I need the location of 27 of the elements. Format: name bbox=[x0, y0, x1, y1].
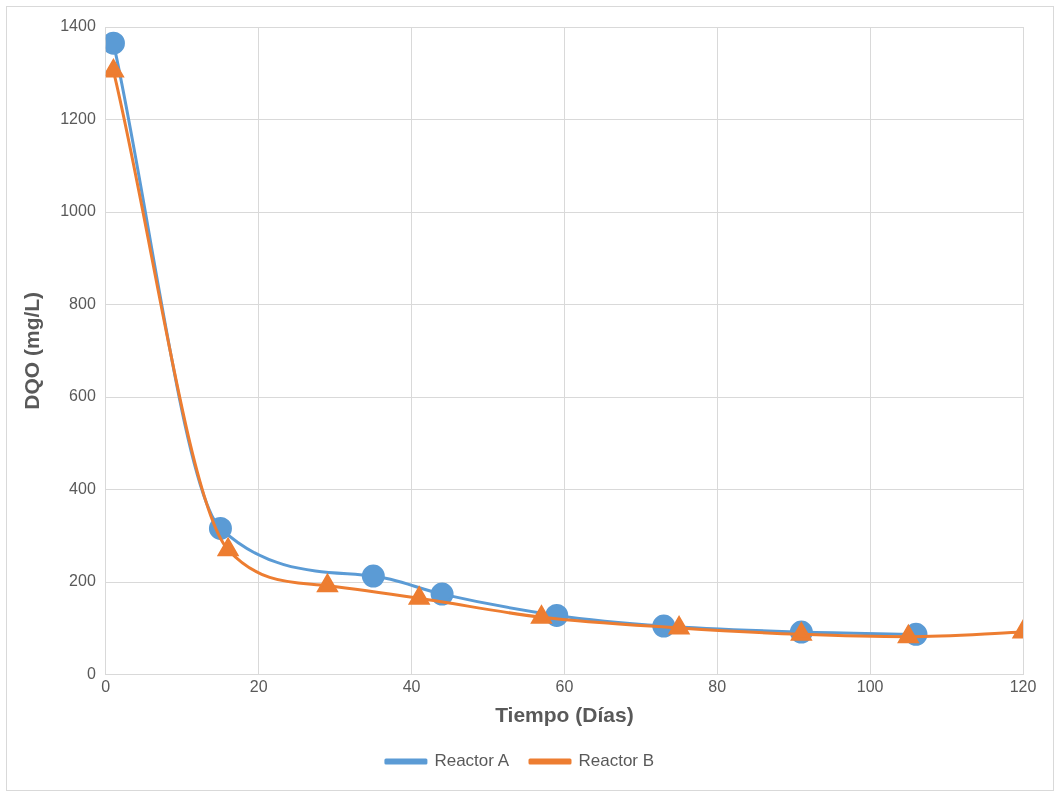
x-axis-title: Tiempo (Días) bbox=[495, 703, 634, 727]
point bbox=[531, 605, 552, 624]
y-axis-title: DQO (mg/L) bbox=[20, 291, 44, 410]
x-tick-label: 0 bbox=[101, 677, 111, 695]
point bbox=[361, 564, 385, 588]
x-tick-label: 100 bbox=[856, 677, 884, 695]
y-tick-label: 200 bbox=[69, 572, 96, 590]
x-tick-label: 60 bbox=[555, 677, 574, 695]
point bbox=[105, 59, 124, 78]
x-tick-label: 40 bbox=[402, 677, 421, 695]
x-tick-label: 20 bbox=[249, 677, 268, 695]
y-tick-label: 1000 bbox=[60, 202, 96, 220]
point bbox=[317, 574, 338, 593]
point bbox=[409, 586, 430, 605]
point bbox=[898, 625, 919, 644]
x-tick-label: 120 bbox=[1009, 677, 1037, 695]
y-tick-label: 800 bbox=[69, 294, 96, 312]
y-tick-label: 600 bbox=[69, 387, 96, 405]
point bbox=[668, 616, 690, 635]
y-tick-label: 1200 bbox=[60, 109, 96, 127]
y-tick-label: 0 bbox=[86, 665, 96, 683]
y-tick-label: 400 bbox=[69, 479, 96, 497]
legend-label: Reactor B bbox=[578, 751, 655, 771]
y-tick-label: 1400 bbox=[60, 17, 96, 35]
x-tick-label: 80 bbox=[708, 677, 727, 695]
point bbox=[217, 538, 239, 557]
legend-label: Reactor A bbox=[434, 751, 510, 771]
